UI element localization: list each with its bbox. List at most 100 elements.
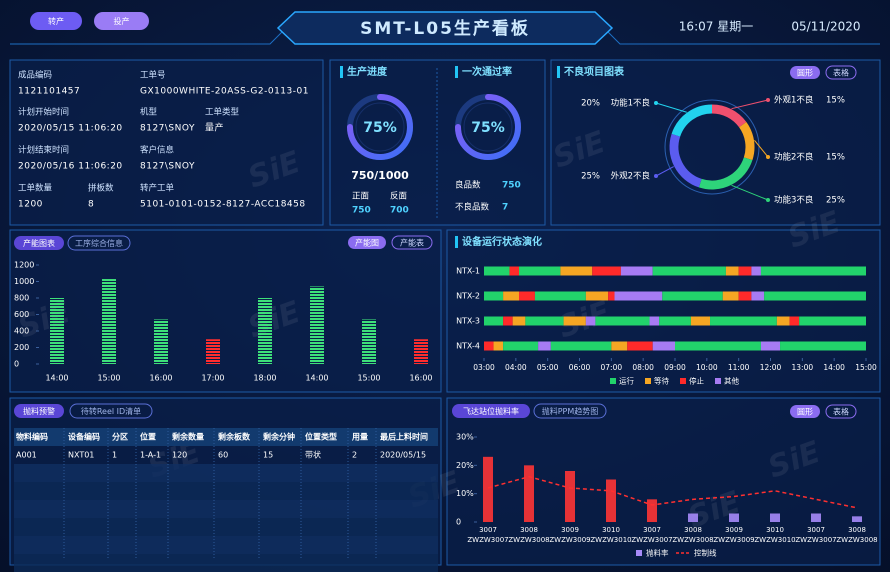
y-tick-label: 800 bbox=[14, 294, 29, 303]
y-tick-label: 10% bbox=[456, 489, 474, 498]
button-label[interactable]: 圆形 bbox=[797, 408, 813, 417]
clock: 16:07 星期一 bbox=[679, 20, 753, 34]
column-header: 剩余板数 bbox=[218, 432, 251, 442]
x-tick-label: ZWZW3007 bbox=[631, 536, 672, 544]
field-value: GX1000WHITE-20ASS-G2-0113-01 bbox=[140, 87, 309, 97]
button[interactable] bbox=[790, 405, 820, 418]
button-label[interactable]: 圆形 bbox=[797, 69, 813, 78]
field-value: 5101-0101-0152-8127-ACC18458 bbox=[140, 200, 306, 210]
state-segment bbox=[649, 316, 660, 326]
button-label[interactable]: 表格 bbox=[833, 68, 849, 78]
table-cell: 2 bbox=[352, 451, 357, 460]
leader-line bbox=[731, 99, 769, 110]
panel-title: 生产进度 bbox=[347, 65, 388, 78]
column-header: 最后上料时间 bbox=[380, 432, 428, 442]
field-label: 工单号 bbox=[140, 70, 166, 81]
state-segment bbox=[614, 291, 663, 301]
x-tick-label: 3009 bbox=[725, 526, 743, 534]
button[interactable] bbox=[825, 65, 857, 80]
donut-slice bbox=[671, 104, 713, 137]
legend-label: 控制线 bbox=[694, 548, 717, 558]
state-segment bbox=[484, 291, 504, 301]
legend-label: 抛料率 bbox=[646, 548, 669, 558]
state-segment bbox=[789, 316, 800, 326]
state-segment bbox=[799, 316, 866, 326]
button-label[interactable]: 产能图 bbox=[355, 238, 379, 248]
x-tick-label: ZWZW3008 bbox=[508, 536, 549, 544]
leader-line bbox=[655, 166, 674, 177]
field-label: 工单类型 bbox=[205, 107, 240, 118]
y-tick-label: 1000 bbox=[14, 277, 34, 286]
state-segment bbox=[503, 316, 513, 326]
bar bbox=[50, 298, 64, 364]
state-segment bbox=[776, 316, 790, 326]
legend-label: 外观2不良 bbox=[611, 171, 651, 182]
pill bbox=[69, 403, 153, 419]
x-tick-label: 16:00 bbox=[409, 374, 432, 383]
bar bbox=[102, 279, 116, 364]
button-label[interactable]: 产能表 bbox=[400, 238, 424, 248]
column-header: 分区 bbox=[112, 432, 128, 442]
x-tick-label: 15:00 bbox=[97, 374, 120, 383]
button-label[interactable]: 转产 bbox=[48, 16, 64, 26]
x-tick-label: 10:00 bbox=[696, 363, 718, 372]
button[interactable] bbox=[94, 12, 149, 30]
pill bbox=[533, 403, 607, 419]
button[interactable] bbox=[825, 404, 857, 419]
x-tick-label: 08:00 bbox=[632, 363, 654, 372]
table-cell: 带状 bbox=[305, 450, 321, 460]
state-segment bbox=[690, 316, 711, 326]
leader-line bbox=[731, 184, 769, 201]
panel-title: 抛料预警 bbox=[23, 406, 55, 416]
stat-label: 不良品数 bbox=[455, 202, 490, 213]
donut-slice bbox=[698, 157, 753, 190]
state-segment bbox=[519, 266, 561, 276]
y-tick-label: 600 bbox=[14, 310, 29, 319]
legend-label: 外观1不良 bbox=[774, 95, 814, 106]
x-tick-label: 3007 bbox=[479, 526, 497, 534]
title-marker bbox=[455, 236, 458, 248]
control-line bbox=[487, 475, 858, 509]
tab-label: 工序综合信息 bbox=[75, 238, 123, 248]
panel-title: 设备运行状态演化 bbox=[462, 235, 542, 248]
leader-line bbox=[655, 102, 687, 113]
x-tick-label: ZWZW3010 bbox=[754, 536, 795, 544]
x-tick-label: 04:00 bbox=[505, 363, 527, 372]
table-cell: 120 bbox=[172, 451, 187, 460]
stat-label: 良品数 bbox=[455, 180, 481, 191]
leader-dot bbox=[654, 174, 658, 178]
legend-label: 功能3不良 bbox=[774, 195, 814, 206]
state-segment bbox=[620, 266, 653, 276]
legend-swatch bbox=[645, 378, 651, 384]
column-header: 设备编码 bbox=[68, 432, 100, 442]
data-label: 25% bbox=[581, 172, 600, 182]
panel-title: 一次通过率 bbox=[462, 65, 512, 78]
gauge-inner bbox=[355, 102, 405, 152]
button[interactable] bbox=[790, 66, 820, 79]
x-tick-label: ZWZW3009 bbox=[549, 536, 590, 544]
x-tick-label: ZWZW3007 bbox=[467, 536, 508, 544]
button-label[interactable]: 投产 bbox=[114, 16, 130, 26]
stat-value: 7 bbox=[502, 203, 508, 213]
button[interactable] bbox=[391, 235, 433, 250]
gauge-inner bbox=[463, 102, 513, 152]
x-tick-label: 3008 bbox=[684, 526, 702, 534]
date: 05/11/2020 bbox=[791, 20, 860, 34]
state-segment bbox=[493, 341, 504, 351]
bar bbox=[688, 513, 698, 522]
button[interactable] bbox=[30, 12, 82, 30]
table-cell: 1-A-1 bbox=[140, 451, 161, 460]
legend-swatch bbox=[715, 378, 721, 384]
x-tick-label: 3007 bbox=[807, 526, 825, 534]
button[interactable] bbox=[348, 236, 386, 249]
bar bbox=[565, 471, 575, 522]
leader-dot bbox=[766, 198, 770, 202]
stat-value: 700 bbox=[390, 206, 409, 216]
x-tick-label: 15:00 bbox=[855, 363, 877, 372]
button-label[interactable]: 表格 bbox=[833, 407, 849, 417]
x-tick-label: 15:00 bbox=[357, 374, 380, 383]
field-label: 计划结束时间 bbox=[18, 145, 69, 156]
data-label: 25% bbox=[826, 196, 845, 206]
state-segment bbox=[538, 341, 551, 351]
